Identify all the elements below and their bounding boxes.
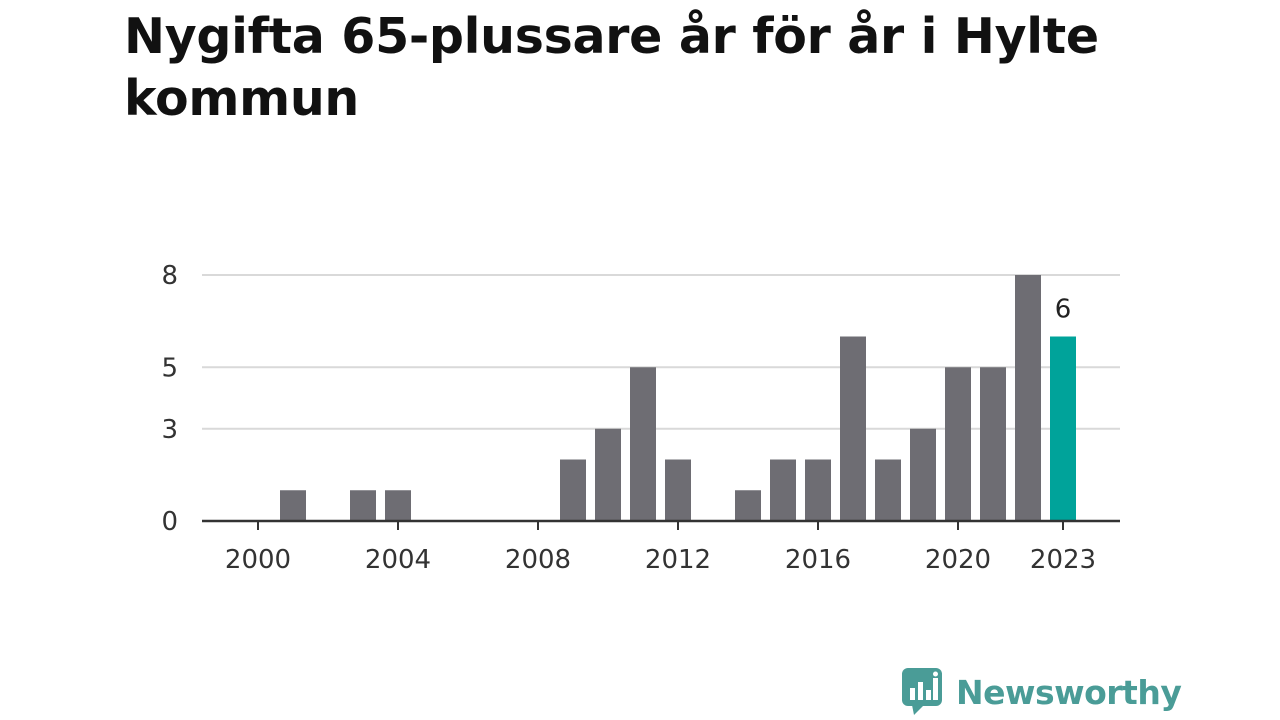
x-axis-ticks: 2000 2004 2008 2012 2016 2020 2023 — [225, 521, 1096, 575]
bar-2023 — [1050, 336, 1076, 521]
bar-2011 — [630, 367, 656, 521]
bar-2017 — [840, 336, 866, 521]
data-labels: 6 — [1055, 295, 1072, 325]
y-tick-label: 3 — [161, 415, 178, 445]
x-tick-label: 2012 — [645, 545, 711, 575]
bar-2012 — [665, 459, 691, 521]
bar-2010 — [595, 428, 621, 521]
y-axis-ticks: 0 3 5 8 — [161, 261, 178, 537]
data-label-2023: 6 — [1055, 295, 1072, 325]
bar-2001 — [280, 490, 306, 521]
x-tick-label: 2004 — [365, 545, 431, 575]
bar-2009 — [560, 459, 586, 521]
newsworthy-logo-icon — [902, 668, 942, 715]
y-tick-label: 5 — [161, 353, 178, 383]
bars — [280, 275, 1076, 521]
bar-2004 — [385, 490, 411, 521]
newsworthy-logo: Newsworthy — [902, 668, 1182, 715]
y-tick-label: 8 — [161, 261, 178, 291]
bar-2019 — [910, 428, 936, 521]
chart-title: Nygifta 65-plussare år för år i Hylte ko… — [124, 8, 1099, 127]
bar-2022 — [1015, 275, 1041, 521]
bar-2018 — [875, 459, 901, 521]
bar-2020 — [945, 367, 971, 521]
bar-2015 — [770, 459, 796, 521]
x-tick-label: 2020 — [925, 545, 991, 575]
brand-name: Newsworthy — [956, 672, 1182, 712]
y-tick-label: 0 — [161, 507, 178, 537]
bar-2021 — [980, 367, 1006, 521]
bar-chart: 0 3 5 8 2000 2004 2008 2012 2016 2020 2023 6 — [161, 261, 1120, 575]
bar-2003 — [350, 490, 376, 521]
x-tick-label: 2023 — [1030, 545, 1096, 575]
x-tick-label: 2008 — [505, 545, 571, 575]
x-tick-label: 2000 — [225, 545, 291, 575]
bar-2016 — [805, 459, 831, 521]
x-tick-label: 2016 — [785, 545, 851, 575]
bar-2014 — [735, 490, 761, 521]
